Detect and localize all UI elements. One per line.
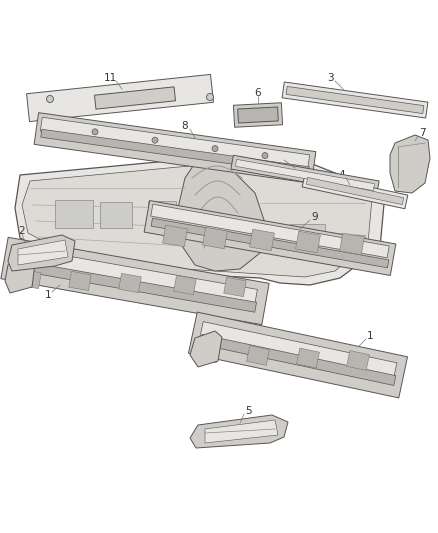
Polygon shape (69, 271, 91, 290)
Polygon shape (390, 135, 430, 193)
Polygon shape (13, 247, 258, 309)
Polygon shape (233, 103, 283, 127)
Polygon shape (119, 273, 141, 293)
Polygon shape (55, 200, 93, 228)
Polygon shape (282, 82, 428, 118)
Polygon shape (1, 237, 269, 325)
Polygon shape (302, 173, 408, 209)
Polygon shape (18, 240, 68, 265)
Text: 2: 2 (19, 226, 25, 236)
Polygon shape (15, 158, 385, 285)
Polygon shape (22, 165, 372, 277)
Text: 1: 1 (45, 290, 51, 300)
Polygon shape (200, 335, 396, 385)
Polygon shape (41, 129, 309, 175)
Polygon shape (40, 117, 310, 169)
Polygon shape (95, 87, 176, 109)
Text: 10: 10 (272, 152, 285, 162)
Polygon shape (148, 201, 176, 223)
Text: 8: 8 (182, 121, 188, 131)
Polygon shape (335, 235, 365, 255)
Polygon shape (250, 229, 274, 251)
Polygon shape (151, 218, 389, 268)
Polygon shape (19, 269, 41, 288)
Polygon shape (27, 75, 213, 122)
Polygon shape (339, 233, 364, 255)
Polygon shape (5, 257, 35, 293)
Polygon shape (286, 86, 424, 114)
Polygon shape (178, 163, 265, 271)
Polygon shape (8, 235, 75, 271)
Text: 11: 11 (103, 73, 117, 83)
Circle shape (92, 129, 98, 135)
Polygon shape (346, 351, 369, 370)
Polygon shape (224, 277, 246, 297)
Circle shape (46, 95, 53, 102)
Polygon shape (34, 112, 316, 183)
Text: 3: 3 (327, 73, 333, 83)
Polygon shape (190, 331, 222, 367)
Polygon shape (14, 260, 257, 312)
Text: 9: 9 (312, 212, 318, 222)
Polygon shape (231, 155, 379, 195)
Polygon shape (296, 231, 320, 253)
Polygon shape (144, 200, 396, 276)
Polygon shape (197, 343, 219, 363)
Circle shape (206, 93, 213, 101)
Polygon shape (190, 415, 288, 448)
Polygon shape (162, 225, 187, 247)
Polygon shape (203, 227, 227, 249)
Polygon shape (236, 159, 374, 191)
Text: 1: 1 (367, 331, 373, 341)
Polygon shape (297, 348, 319, 368)
Polygon shape (205, 420, 278, 443)
Circle shape (212, 146, 218, 151)
Polygon shape (174, 276, 196, 295)
Polygon shape (151, 204, 389, 258)
Polygon shape (199, 321, 397, 382)
Polygon shape (306, 177, 404, 205)
Polygon shape (247, 345, 269, 366)
Polygon shape (188, 312, 407, 398)
Polygon shape (238, 107, 278, 123)
Circle shape (152, 137, 158, 143)
Text: 4: 4 (339, 170, 345, 180)
Polygon shape (290, 224, 325, 248)
Circle shape (262, 152, 268, 159)
Text: 6: 6 (254, 88, 261, 98)
Text: 5: 5 (245, 406, 251, 416)
Text: 7: 7 (419, 128, 425, 138)
Polygon shape (100, 202, 132, 228)
